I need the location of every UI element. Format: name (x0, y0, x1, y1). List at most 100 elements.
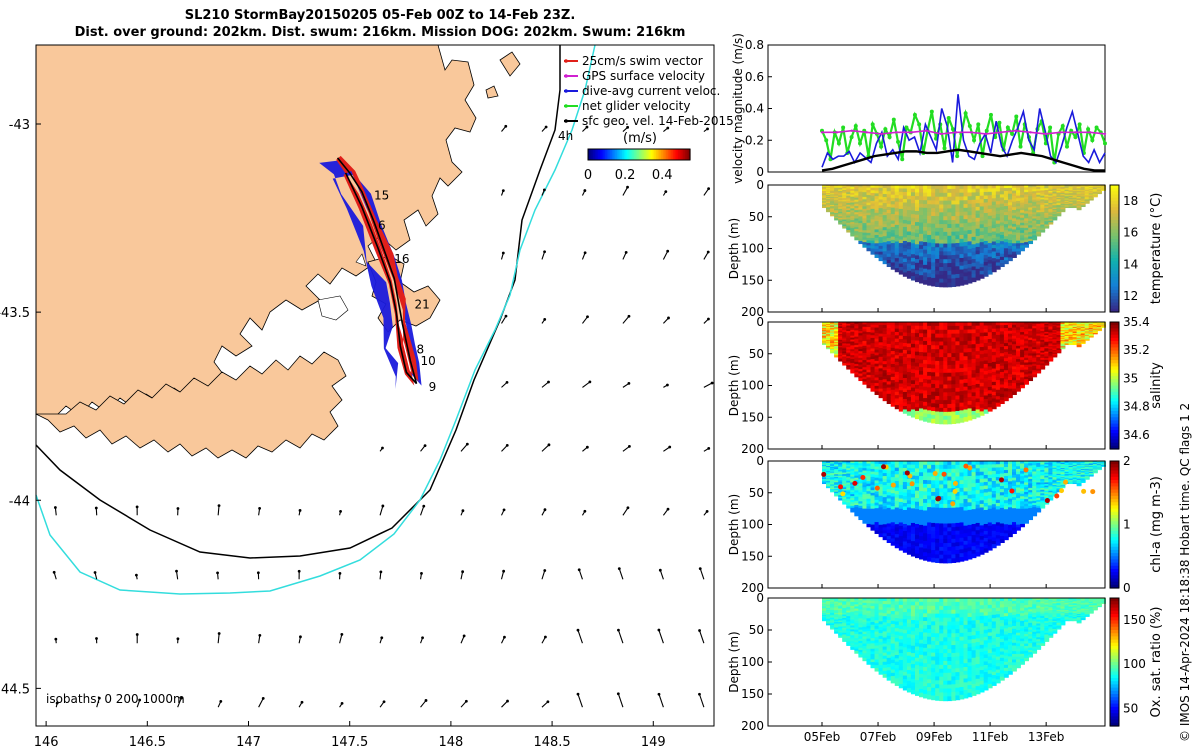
velocity-arrow-head (547, 381, 550, 384)
vel-series-point (896, 140, 900, 144)
velocity-arrow-head (544, 636, 547, 639)
vel-series-point (970, 131, 972, 133)
section-cell (1008, 257, 1013, 261)
vel-series-point (883, 127, 887, 131)
vel-y-tick-label: 0.4 (745, 102, 764, 116)
legend-label: 25cm/s swim vector (582, 54, 703, 68)
velocity-arrow-head (667, 508, 670, 511)
vel-series-point (836, 131, 838, 133)
section-cell (1040, 230, 1045, 233)
section-cell (1056, 214, 1061, 216)
velocity-arrow-head (299, 635, 302, 638)
vel-series-point (892, 118, 896, 122)
velocity-arrow-head (466, 443, 469, 446)
velocity-arrow-head (502, 252, 505, 255)
section-cell (1077, 345, 1082, 347)
velocity-arrow-head (707, 447, 710, 450)
velocity-arrow-head (627, 506, 630, 509)
section-cell (1052, 355, 1057, 357)
vel-series-point (910, 131, 912, 133)
vel-series-point (895, 131, 897, 133)
map-y-tick-label: -43.5 (0, 306, 30, 321)
vel-series-point (913, 113, 917, 117)
section-cell (1012, 254, 1017, 258)
depth-tick-label: 50 (749, 210, 764, 224)
section-colorbar-tick: 35.4 (1123, 315, 1150, 329)
velocity-arrow-head (218, 632, 221, 635)
velocity-arrow-head (257, 571, 260, 574)
velocity-arrow-head (577, 629, 580, 632)
velocity-arrow-head (175, 570, 178, 573)
velocity-arrow-head (617, 629, 620, 632)
section-cell (1081, 205, 1086, 207)
velocity-arrow-head (463, 635, 466, 638)
section-cell (1077, 208, 1082, 210)
section-cell (1012, 391, 1017, 395)
vel-y-tick-label: 0.6 (745, 70, 764, 84)
vel-series-point (879, 145, 883, 149)
vel-series-point (858, 141, 862, 145)
velocity-arrow-head (626, 186, 629, 189)
vel-series-point (1010, 132, 1014, 136)
vel-series-point (1074, 131, 1076, 133)
section-cell (1061, 210, 1066, 212)
velocity-arrow-head (707, 318, 710, 321)
vel-series-point (1014, 114, 1018, 118)
vel-series-point (821, 131, 823, 133)
vel-series-point (1044, 133, 1046, 135)
vel-series-point (972, 138, 976, 142)
velocity-arrow-head (379, 570, 382, 573)
isobath-label: isobaths: 0 200 1000m (46, 692, 185, 706)
depth-tick-label: 150 (741, 410, 764, 424)
velocity-arrow-head (506, 381, 509, 384)
velocity-arrow-head (383, 700, 386, 703)
section-cell (1061, 347, 1066, 349)
vel-series-point (854, 124, 858, 128)
vel-series-point (925, 130, 927, 132)
section-cell (1085, 202, 1090, 203)
velocity-arrow-head (706, 510, 709, 513)
velocity-arrow-head (136, 633, 139, 636)
track-day-label: 6 (378, 218, 386, 232)
vel-series-point (1104, 133, 1106, 135)
velocity-arrow-head (506, 700, 509, 703)
colorbar-tick-label: 0 (584, 168, 592, 183)
velocity-arrow-head (627, 382, 630, 385)
velocity-arrow-head (262, 697, 265, 700)
vel-ylabel: velocity magnitude (m/s) (731, 33, 745, 184)
depth-tick-label: 100 (741, 242, 764, 256)
map-y-tick-label: -44 (9, 494, 30, 509)
section-cell (1028, 241, 1033, 244)
legend-label: sfc geo. vel. 14-Feb-2015 (582, 114, 734, 128)
velocity-arrow-head (504, 125, 507, 128)
velocity-arrow-head (577, 693, 580, 696)
section-cell (1008, 394, 1013, 398)
map-x-tick-label: 149 (641, 735, 666, 750)
vel-series-point (1059, 131, 1061, 133)
vel-series-point (1090, 138, 1094, 142)
velocity-arrow-head (625, 251, 628, 254)
track-day-label: 15 (374, 188, 389, 202)
section-colorbar-tick: 14 (1123, 257, 1138, 271)
vel-series-point (837, 141, 841, 145)
vel-series-point (985, 129, 989, 133)
section-colorbar-label: salinity (1149, 362, 1164, 409)
velocity-arrow-head (299, 509, 302, 512)
vel-series-point (1048, 126, 1052, 130)
map-x-tick-label: 146.5 (129, 735, 166, 750)
velocity-arrow-head (422, 505, 425, 508)
section-colorbar-tick: 12 (1123, 289, 1138, 303)
vel-series-point (1078, 122, 1082, 126)
velocity-arrow-head (341, 702, 344, 705)
velocity-arrow-head (543, 250, 546, 253)
vel-series-point (1065, 145, 1069, 149)
legend-swatch-marker (564, 104, 568, 108)
section-cell (1024, 245, 1029, 248)
vel-series-point (989, 113, 993, 117)
velocity-arrow-head (339, 510, 342, 513)
section-cell (1020, 385, 1025, 388)
legend-swatch-marker (564, 74, 568, 78)
velocity-arrow-head (698, 693, 701, 696)
section-cell (1016, 388, 1021, 391)
map-x-tick-label: 147 (236, 735, 261, 750)
